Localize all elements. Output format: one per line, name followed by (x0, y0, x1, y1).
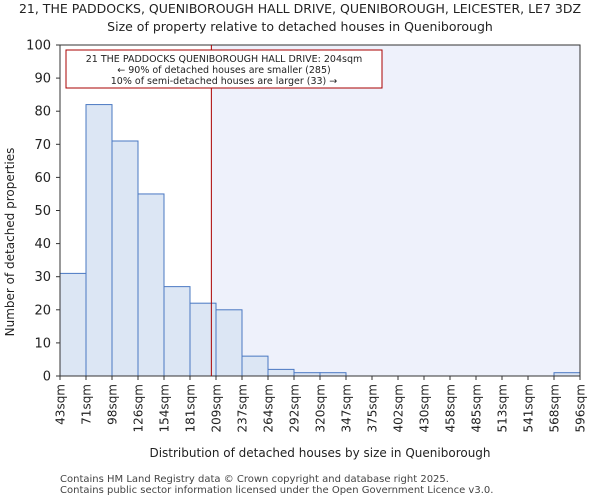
y-tick-label: 80 (34, 105, 51, 120)
chart-title: 21, THE PADDOCKS, QUENIBOROUGH HALL DRIV… (18, 1, 582, 16)
footer-line-2: Contains public sector information licen… (60, 485, 494, 496)
x-tick-label: 347sqm (340, 384, 354, 432)
x-tick-label: 375sqm (366, 384, 380, 432)
annotation-line-1: 21 THE PADDOCKS QUENIBOROUGH HALL DRIVE:… (86, 54, 363, 65)
x-tick-label: 237sqm (236, 384, 250, 432)
y-tick-label: 30 (34, 270, 51, 285)
histogram-bar (241, 355, 269, 377)
highlight-region (211, 45, 580, 376)
x-tick-label: 98sqm (106, 384, 120, 425)
annotation-line-3: 10% of semi-detached houses are larger (… (111, 76, 338, 87)
footer-line-1: Contains HM Land Registry data © Crown c… (60, 474, 449, 485)
x-tick-label: 541sqm (522, 384, 536, 432)
y-tick-label: 50 (34, 204, 51, 219)
x-tick-label: 485sqm (470, 384, 484, 432)
histogram-bar (85, 104, 113, 377)
histogram-bar (137, 193, 165, 377)
x-tick-label: 43sqm (54, 384, 68, 425)
x-tick-label: 292sqm (288, 384, 302, 432)
x-axis-label: Distribution of detached houses by size … (149, 446, 490, 460)
x-tick-label: 209sqm (210, 384, 224, 432)
annotation-box: 21 THE PADDOCKS QUENIBOROUGH HALL DRIVE:… (65, 49, 383, 89)
x-tick-label: 596sqm (574, 384, 588, 432)
x-tick-label: 126sqm (132, 384, 146, 432)
y-tick-label: 0 (43, 370, 51, 385)
y-axis-label: Number of detached properties (3, 148, 17, 337)
x-tick-label: 402sqm (392, 384, 406, 432)
histogram-bar (59, 272, 87, 377)
x-tick-label: 568sqm (548, 384, 562, 432)
histogram-bar (163, 286, 191, 377)
y-tick-label: 40 (34, 237, 51, 252)
y-tick-label: 20 (34, 303, 51, 318)
histogram-bar (267, 368, 295, 377)
histogram-chart: 0 10 20 30 40 50 60 70 80 90 100 43sqm 71sqm 98sqm 12… (3, 39, 588, 461)
x-tick-label: 264sqm (262, 384, 276, 432)
y-tick-label: 90 (34, 72, 51, 87)
annotation-frame (65, 49, 383, 89)
x-tick-label: 513sqm (496, 384, 510, 432)
histogram-bar (189, 302, 217, 377)
x-tick-label: 320sqm (314, 384, 328, 432)
y-tick-label: 60 (34, 171, 51, 186)
x-tick-label: 430sqm (418, 384, 432, 432)
x-tick-label: 181sqm (184, 384, 198, 432)
x-tick-label: 71sqm (80, 384, 94, 425)
x-tick-label: 458sqm (444, 384, 458, 432)
chart-subtitle: Size of property relative to detached ho… (107, 19, 493, 34)
annotation-line-2: ← 90% of detached houses are smaller (28… (117, 65, 330, 76)
y-tick-label: 70 (34, 138, 51, 153)
x-tick-label: 154sqm (158, 384, 172, 432)
y-tick-label: 100 (26, 39, 51, 54)
y-tick-label: 10 (34, 336, 51, 351)
histogram-bar (111, 140, 139, 377)
histogram-bar (215, 309, 243, 377)
